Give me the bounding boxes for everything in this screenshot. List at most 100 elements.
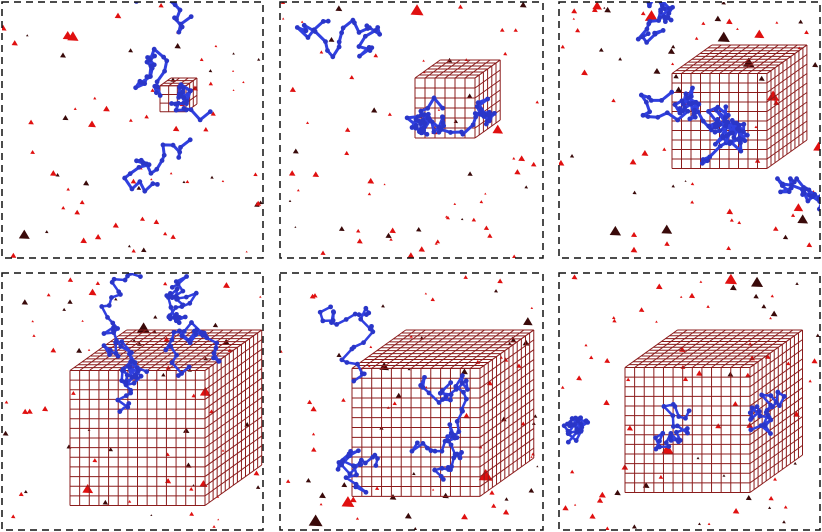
particle: [114, 12, 122, 19]
monomer: [487, 116, 493, 121]
monomer: [723, 104, 729, 110]
lattice-bond: [479, 388, 535, 428]
monomer: [451, 455, 457, 461]
monomer: [187, 88, 193, 94]
monomer: [357, 53, 362, 59]
particle: [338, 226, 345, 232]
monomer: [674, 429, 679, 435]
particle: [305, 121, 310, 125]
monomer: [457, 455, 463, 461]
monomer: [404, 115, 410, 121]
particle: [644, 10, 659, 22]
particle: [499, 27, 505, 32]
particle: [694, 36, 699, 40]
particle: [524, 185, 529, 189]
monomer: [683, 91, 689, 97]
particle: [729, 284, 737, 291]
particle: [210, 111, 216, 116]
monomer: [101, 331, 107, 336]
particle: [571, 8, 578, 14]
monomer: [744, 132, 750, 138]
monomer: [422, 374, 427, 380]
monomer: [328, 304, 334, 310]
monomer: [731, 135, 737, 140]
monomer: [640, 34, 645, 40]
monomer: [801, 190, 807, 196]
monomer: [138, 373, 144, 379]
particle: [341, 496, 355, 508]
monomer: [409, 448, 415, 454]
lattice-bond: [749, 348, 803, 388]
particle: [605, 526, 610, 530]
particle: [21, 299, 29, 305]
monomer: [340, 25, 346, 31]
monomer: [129, 374, 135, 380]
monomer: [717, 128, 723, 134]
monomer: [188, 107, 194, 113]
monomer: [663, 440, 669, 446]
particle: [717, 31, 730, 42]
monomer: [137, 179, 143, 185]
particle: [673, 73, 679, 79]
monomer: [113, 340, 119, 345]
monomer: [294, 25, 300, 30]
monomer: [439, 388, 445, 394]
particle: [512, 254, 517, 258]
monomer: [152, 83, 158, 89]
monomer: [645, 114, 651, 119]
lattice-bond: [166, 329, 224, 371]
particle: [60, 52, 66, 58]
particle: [128, 500, 132, 503]
monomer: [647, 3, 652, 9]
particle: [73, 107, 77, 111]
monomer: [688, 101, 694, 107]
particle: [367, 177, 375, 184]
monomer: [107, 352, 112, 358]
particle: [598, 47, 604, 52]
monomer: [661, 14, 667, 20]
particle: [786, 361, 791, 366]
monomer: [776, 403, 782, 409]
monomer: [123, 379, 129, 384]
particle: [491, 503, 497, 508]
monomer: [428, 448, 434, 454]
monomer: [336, 44, 342, 50]
particle: [502, 509, 510, 515]
particle: [467, 93, 473, 98]
monomer: [738, 148, 744, 154]
particle: [23, 489, 28, 494]
monomer: [169, 295, 175, 301]
monomer: [713, 107, 719, 113]
particle: [729, 218, 734, 222]
monomer: [372, 28, 378, 33]
monomer: [729, 130, 734, 136]
monomer: [351, 464, 357, 469]
monomer: [431, 129, 437, 135]
monomer: [708, 127, 714, 133]
monomer: [122, 175, 128, 181]
lattice-bond: [204, 329, 262, 371]
lattice-bond: [766, 120, 808, 150]
monomer: [775, 176, 780, 182]
panel-content: [2, 273, 263, 528]
particle: [696, 370, 703, 376]
particle: [434, 242, 438, 245]
monomer: [180, 302, 186, 308]
lattice-bond: [766, 101, 808, 131]
monomer: [118, 292, 123, 297]
monomer: [170, 142, 176, 148]
particle: [487, 233, 493, 238]
monomer: [363, 489, 369, 495]
particle: [576, 375, 583, 381]
particle: [732, 401, 739, 407]
particle: [758, 75, 765, 81]
particle: [214, 44, 218, 48]
monomer: [320, 318, 326, 324]
particle: [641, 149, 649, 156]
particle: [671, 184, 675, 188]
monomer: [448, 380, 454, 386]
particle: [748, 342, 753, 346]
particle: [102, 499, 109, 505]
particle: [773, 477, 777, 481]
particle: [770, 310, 778, 317]
